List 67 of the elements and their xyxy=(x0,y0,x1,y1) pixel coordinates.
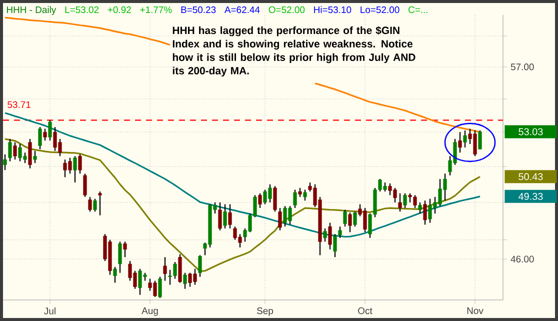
candlestick xyxy=(258,192,262,209)
candlestick xyxy=(343,209,347,228)
candlestick xyxy=(33,150,37,164)
candlestick xyxy=(353,211,357,228)
candlestick xyxy=(113,266,117,284)
y-tick-label: 57.00 xyxy=(510,64,534,70)
x-tick-label: Oct xyxy=(358,307,372,314)
candlestick xyxy=(13,142,17,160)
candlestick xyxy=(88,196,92,212)
candlestick xyxy=(73,156,77,184)
candlestick xyxy=(348,212,352,233)
text: +1.77% xyxy=(140,6,172,14)
candlestick xyxy=(463,130,467,148)
ref-line-label: 53.71 xyxy=(8,101,30,108)
candlestick xyxy=(118,241,122,274)
annotation: HHH has lagged the performance of the $GIN Index and is showing relative weakness. Notice how it is still below its prior high from July AND its 200-day MA. xyxy=(172,26,416,76)
x-tick-label: Jul xyxy=(44,307,56,314)
candlestick xyxy=(48,120,52,142)
candlestick xyxy=(298,187,302,198)
candlestick xyxy=(278,207,282,231)
text: Lo=52.00 xyxy=(360,6,400,14)
candlestick xyxy=(38,126,42,150)
candlestick xyxy=(28,138,32,169)
text: +0.92 xyxy=(108,6,131,14)
candlestick xyxy=(478,130,482,150)
text: C=... xyxy=(408,6,428,14)
text: Hi=53.10 xyxy=(314,6,352,14)
candlestick xyxy=(83,173,87,198)
candlestick xyxy=(228,204,232,229)
candlestick xyxy=(123,241,127,258)
candlestick xyxy=(3,154,7,171)
candlestick xyxy=(98,190,102,216)
candlestick xyxy=(163,256,167,282)
text: O=52.00 xyxy=(268,6,305,14)
candlestick xyxy=(218,202,222,231)
text: 50.43 xyxy=(518,173,543,180)
text: 49.33 xyxy=(518,192,543,200)
text: L=53.02 xyxy=(65,6,99,14)
y-tick-label: 46.00 xyxy=(510,256,534,262)
candlestick xyxy=(93,198,97,212)
x-tick-label: Sep xyxy=(257,307,274,316)
text: 53.03 xyxy=(518,128,543,136)
chart-title: HHH - Daily xyxy=(6,6,56,15)
candlestick xyxy=(293,189,297,209)
text: A=62.44 xyxy=(224,6,260,14)
candlestick xyxy=(403,192,407,209)
candlestick xyxy=(78,154,82,174)
x-tick-label: Aug xyxy=(142,307,158,316)
candlestick xyxy=(8,138,12,162)
candlestick xyxy=(423,200,427,226)
candlestick xyxy=(323,228,327,242)
candlestick xyxy=(183,272,187,290)
candlestick xyxy=(328,222,332,250)
text: B=50.23 xyxy=(181,6,216,14)
candlestick xyxy=(223,204,227,229)
candlestick xyxy=(458,132,462,154)
x-tick-label: Nov xyxy=(467,307,484,314)
candlestick xyxy=(398,192,402,212)
candlestick xyxy=(43,128,47,142)
candlestick xyxy=(418,202,422,214)
candlestick xyxy=(303,189,307,202)
candlestick xyxy=(333,234,337,258)
candlestick xyxy=(158,276,162,298)
candlestick xyxy=(338,226,342,238)
line-series xyxy=(4,138,481,272)
candlestick xyxy=(273,186,277,212)
candlestick xyxy=(198,254,202,278)
